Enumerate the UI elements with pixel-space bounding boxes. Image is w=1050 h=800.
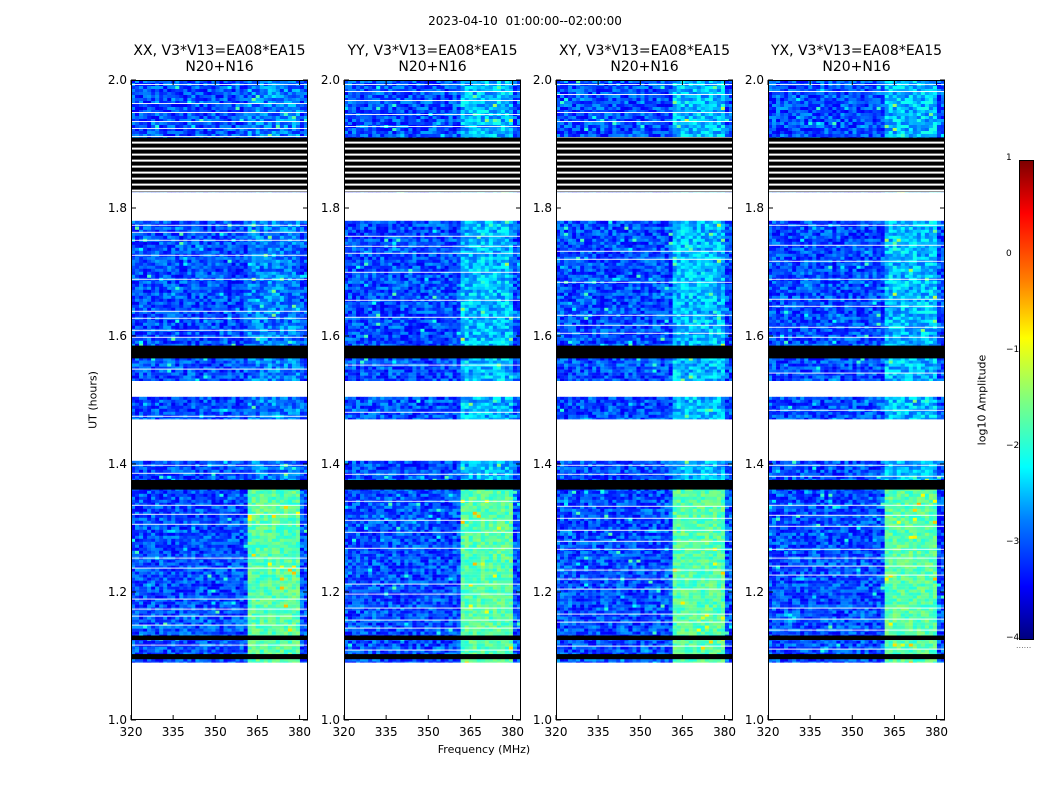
panel-2-xtick-label: 380 [501, 725, 524, 739]
panel-4-xtick-label: 320 [757, 725, 780, 739]
panel-3-ytick-label: 1.8 [533, 201, 552, 215]
panel-4-flagged-band [768, 635, 945, 640]
x-axis-label: Frequency (MHz) [334, 743, 634, 756]
panel-1-xtick-label: 335 [162, 725, 185, 739]
panel-1-flagged-band [131, 480, 308, 490]
panel-1-xtick-label: 365 [246, 725, 269, 739]
panel-2-ytick-label: 2.0 [321, 73, 340, 87]
panel-2-flagged-band [344, 137, 521, 192]
colorbar [1019, 160, 1034, 640]
panel-2-xtick-label: 350 [417, 725, 440, 739]
panel-3-title: XY, V3*V13=EA08*EA15 N20+N16 [556, 43, 733, 75]
colorbar-tick-0: 0 [1006, 249, 1012, 259]
panel-1-axes [131, 80, 308, 720]
panel-3-ytick-label: 1.0 [533, 713, 552, 727]
panel-2-xtick-label: 365 [459, 725, 482, 739]
panel-2-ytick-label: 1.2 [321, 585, 340, 599]
panel-3-xtick-label: 320 [545, 725, 568, 739]
panel-4-axes [768, 80, 945, 720]
panel-1-flagged-band [131, 137, 308, 192]
panel-4-heatmap [768, 80, 945, 720]
panel-2-ytick-label: 1.0 [321, 713, 340, 727]
panel-3-title-line1: XY, V3*V13=EA08*EA15 [556, 43, 733, 59]
panel-2-flagged-band [344, 635, 521, 640]
panel-3-ytick-label: 1.4 [533, 457, 552, 471]
panel-2-xtick-label: 335 [375, 725, 398, 739]
colorbar-tick-m2: −2 [1006, 441, 1019, 451]
panel-2-axes [344, 80, 521, 720]
panel-1-ytick-label: 1.4 [108, 457, 127, 471]
panel-4-ytick-label: 1.6 [745, 329, 764, 343]
panel-2-ytick-label: 1.6 [321, 329, 340, 343]
panel-4-title-line2: N20+N16 [768, 59, 945, 75]
panel-1-ytick-label: 1.6 [108, 329, 127, 343]
panel-4-flagged-band [768, 654, 945, 660]
colorbar-tick-m4: −4 [1006, 633, 1019, 643]
panel-2-xtick-label: 320 [333, 725, 356, 739]
panel-3-flagged-band [556, 654, 733, 660]
panel-1-ytick-label: 1.8 [108, 201, 127, 215]
panel-1-xtick-label: 380 [288, 725, 311, 739]
panel-1-heatmap [131, 80, 308, 720]
panel-1-flagged-band [131, 345, 308, 359]
panel-3-ytick-label: 1.2 [533, 585, 552, 599]
colorbar-tick-m3: −3 [1006, 537, 1019, 547]
panel-3-title-line2: N20+N16 [556, 59, 733, 75]
panel-3-ytick-label: 1.6 [533, 329, 552, 343]
panel-3-axes [556, 80, 733, 720]
panel-2-ytick-label: 1.4 [321, 457, 340, 471]
colorbar-label: log10 Amplitude [976, 355, 989, 446]
colorbar-tick-m1: −1 [1006, 345, 1019, 355]
panel-1-title-line2: N20+N16 [131, 59, 308, 75]
panel-3-flagged-band [556, 345, 733, 359]
panel-4-ytick-label: 1.2 [745, 585, 764, 599]
panel-1-flagged-band [131, 654, 308, 660]
panel-2-title-line2: N20+N16 [344, 59, 521, 75]
panel-2-heatmap [344, 80, 521, 720]
panel-4-xtick-label: 335 [799, 725, 822, 739]
panel-3-heatmap [556, 80, 733, 720]
panel-2-flagged-band [344, 345, 521, 359]
y-axis-label: UT (hours) [87, 371, 100, 429]
panel-4-title: YX, V3*V13=EA08*EA15 N20+N16 [768, 43, 945, 75]
panel-3-xtick-label: 380 [713, 725, 736, 739]
panel-3-xtick-label: 350 [629, 725, 652, 739]
panel-3-ytick-label: 2.0 [533, 73, 552, 87]
panel-3-flagged-band [556, 635, 733, 640]
figure-suptitle: 2023-04-10 01:00:00--02:00:00 [0, 14, 1050, 28]
colorbar-tick-1: 1 [1006, 153, 1012, 163]
panel-3-flagged-band [556, 480, 733, 490]
panel-2-title: YY, V3*V13=EA08*EA15 N20+N16 [344, 43, 521, 75]
panel-4-xtick-label: 350 [841, 725, 864, 739]
panel-1-ytick-label: 1.2 [108, 585, 127, 599]
panel-4-flagged-band [768, 137, 945, 192]
panel-3-xtick-label: 335 [587, 725, 610, 739]
panel-4-flagged-band [768, 345, 945, 359]
panel-4-title-line1: YX, V3*V13=EA08*EA15 [768, 43, 945, 59]
colorbar-dots: ...... [1016, 641, 1031, 650]
panel-4-flagged-band [768, 480, 945, 490]
panel-1-xtick-label: 320 [120, 725, 143, 739]
panel-4-xtick-label: 380 [925, 725, 948, 739]
panel-3-xtick-label: 365 [671, 725, 694, 739]
panel-1-xtick-label: 350 [204, 725, 227, 739]
panel-1-ytick-label: 2.0 [108, 73, 127, 87]
panel-4-ytick-label: 2.0 [745, 73, 764, 87]
panel-1-ytick-label: 1.0 [108, 713, 127, 727]
panel-4-ytick-label: 1.4 [745, 457, 764, 471]
panel-1-title: XX, V3*V13=EA08*EA15 N20+N16 [131, 43, 308, 75]
panel-2-flagged-band [344, 480, 521, 490]
panel-2-flagged-band [344, 654, 521, 660]
panel-1-title-line1: XX, V3*V13=EA08*EA15 [131, 43, 308, 59]
panel-3-flagged-band [556, 137, 733, 192]
panel-2-title-line1: YY, V3*V13=EA08*EA15 [344, 43, 521, 59]
panel-1-flagged-band [131, 635, 308, 640]
panel-4-xtick-label: 365 [883, 725, 906, 739]
panel-4-ytick-label: 1.0 [745, 713, 764, 727]
panel-2-ytick-label: 1.8 [321, 201, 340, 215]
panel-4-ytick-label: 1.8 [745, 201, 764, 215]
